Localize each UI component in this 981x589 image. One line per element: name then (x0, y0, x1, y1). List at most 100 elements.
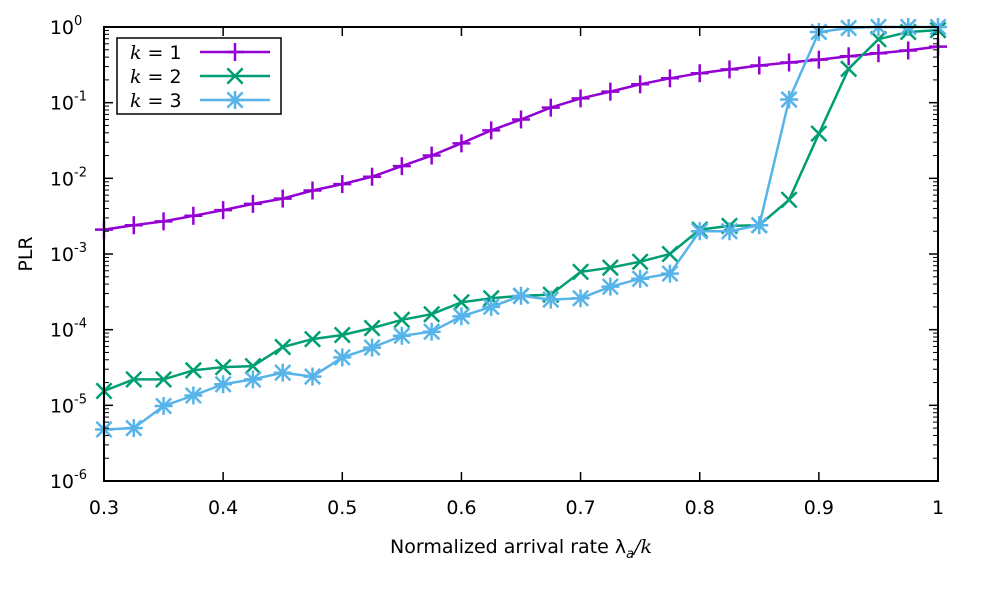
marker-stroke (333, 348, 351, 366)
legend-label: k = 3 (130, 90, 182, 112)
y-tick-label: 100 (50, 14, 82, 39)
data-point (392, 326, 411, 345)
marker-stroke (274, 338, 292, 356)
data-point (273, 189, 292, 208)
data-point (482, 297, 501, 316)
data-point (243, 194, 262, 213)
y-tick-exponent: -4 (74, 317, 87, 332)
x-tick-label: 0.6 (446, 497, 476, 519)
data-point (184, 386, 203, 405)
data-point (750, 56, 769, 75)
data-point (631, 269, 650, 288)
data-point (184, 361, 202, 379)
data-point (243, 370, 262, 389)
data-point (154, 212, 173, 231)
marker-stroke (226, 67, 244, 85)
marker-stroke (661, 265, 679, 283)
marker-stroke (452, 293, 470, 311)
marker-stroke (810, 125, 828, 143)
data-point (333, 326, 351, 344)
data-point (392, 157, 411, 176)
y-tick-label: 10-4 (50, 317, 87, 342)
y-tick-exponent: 0 (74, 14, 82, 29)
marker-stroke (780, 191, 798, 209)
marker-stroke (244, 370, 262, 388)
data-point (333, 348, 352, 367)
data-point (124, 419, 143, 438)
x-tick-label: 0.4 (208, 497, 238, 519)
data-point (452, 134, 471, 153)
data-point (840, 60, 858, 78)
marker-stroke (691, 222, 709, 240)
data-point (124, 216, 143, 235)
x-axis-label: Normalized arrival rate λa/k (390, 536, 652, 562)
y-tick-label: 10-1 (50, 90, 87, 115)
marker-stroke (661, 245, 679, 263)
marker-stroke (333, 326, 351, 344)
legend-var: k (130, 66, 142, 88)
marker-stroke (542, 291, 560, 309)
y-tick-exponent: -1 (74, 90, 87, 105)
data-point (631, 75, 650, 94)
marker-stroke (482, 298, 500, 316)
y-axis-label: PLR (15, 236, 37, 271)
marker-stroke (750, 216, 768, 234)
data-point (303, 181, 322, 200)
data-point (631, 253, 649, 271)
x-tick-label: 0.3 (89, 497, 119, 519)
data-point (660, 69, 679, 88)
x-tick-label: 0.5 (327, 497, 357, 519)
data-point (482, 121, 501, 140)
marker-stroke (393, 311, 411, 329)
data-point (154, 396, 173, 415)
data-point (303, 367, 322, 386)
x-tick-label: 0.9 (804, 497, 834, 519)
data-point (226, 43, 244, 61)
data-point (214, 375, 233, 394)
marker-stroke (214, 358, 232, 376)
data-point (750, 216, 769, 235)
x-tick-label: 0.8 (685, 497, 715, 519)
marker-stroke (512, 287, 530, 305)
axes: 0.3 0.4 0.5 0.6 0.7 0.8 0.9 1 100 10-1 10-2 10-3 10-… (50, 14, 944, 519)
data-point (155, 370, 173, 388)
legend-eq: = 2 (142, 66, 182, 88)
legend: k = 1k = 2k = 3 (116, 37, 282, 115)
marker-stroke (572, 263, 590, 281)
marker-stroke (184, 386, 202, 405)
marker-stroke (631, 253, 649, 271)
data-point (810, 125, 828, 143)
data-point (780, 191, 798, 209)
data-point (660, 264, 679, 283)
marker-stroke (720, 222, 739, 240)
data-point (899, 41, 918, 60)
data-point (571, 289, 590, 308)
y-tick-label: 10-3 (50, 241, 87, 266)
marker-stroke (572, 289, 590, 307)
data-point (452, 293, 470, 311)
data-point (125, 370, 143, 388)
data-point (363, 338, 382, 357)
data-point (273, 363, 292, 382)
y-tick-label: 10-2 (50, 165, 87, 190)
y-tick-exponent: -3 (74, 241, 87, 256)
data-point (541, 290, 560, 309)
marker-stroke (155, 370, 173, 388)
data-point (244, 357, 262, 375)
marker-stroke (274, 364, 292, 382)
data-point (363, 319, 381, 337)
y-tick-exponent: -2 (74, 165, 87, 180)
marker-stroke (869, 30, 887, 48)
data-point (393, 311, 411, 329)
data-point (303, 330, 322, 348)
marker-stroke (601, 259, 619, 277)
data-point (452, 307, 471, 326)
y-tick-exponent: -6 (74, 468, 87, 483)
marker-stroke (780, 91, 798, 109)
marker-stroke (303, 368, 322, 386)
legend-eq: = 3 (142, 90, 182, 112)
marker-stroke (452, 307, 470, 325)
x-tick-label: 1 (932, 497, 944, 519)
marker-stroke (303, 330, 322, 348)
